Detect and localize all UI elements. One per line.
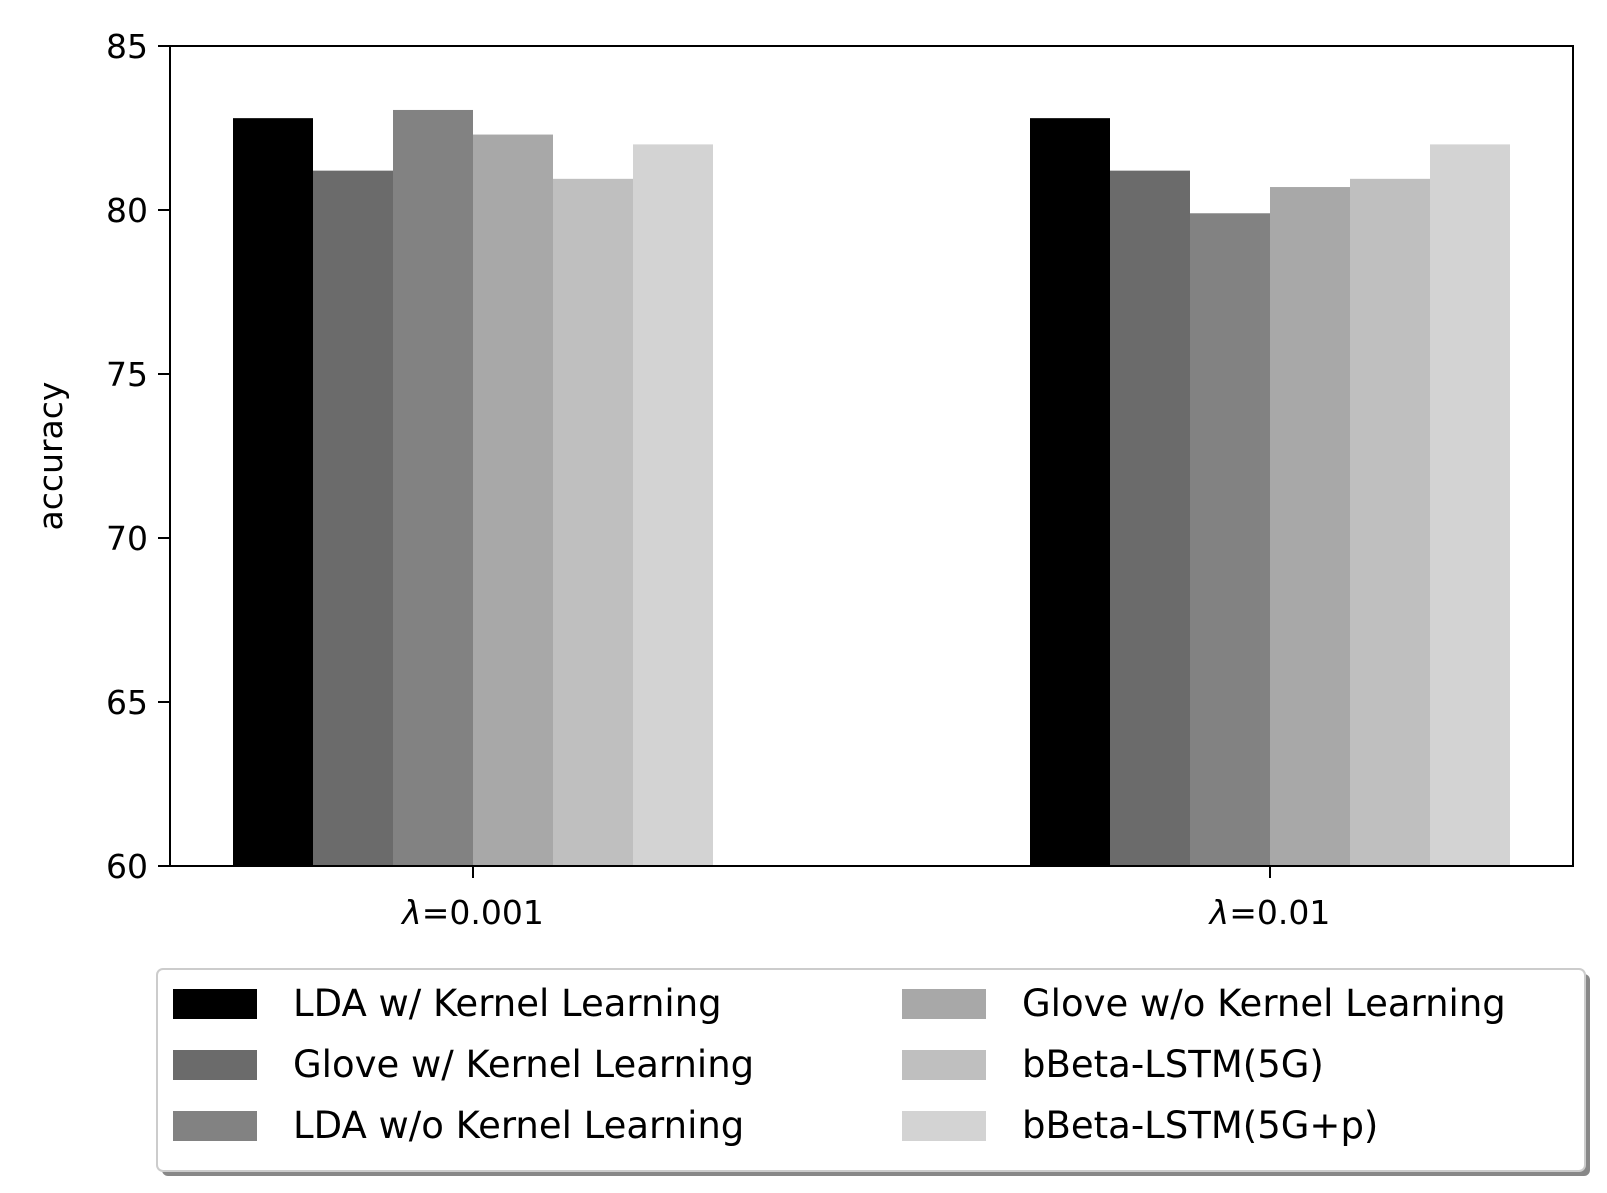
bars-layer xyxy=(233,109,1510,867)
y-tick-label: 80 xyxy=(106,191,148,230)
bar-5-1 xyxy=(553,178,633,867)
x-tick-label: λ=0.001 xyxy=(400,893,544,932)
legend: LDA w/ Kernel Learning Glove w/ Kernel Le… xyxy=(156,968,1590,1176)
bar-2-1 xyxy=(313,170,393,866)
bar-4-2 xyxy=(1270,187,1350,867)
bar-1-2 xyxy=(1030,118,1110,866)
legend-label-6: bBeta-LSTM(5G+p) xyxy=(1022,1104,1378,1147)
y-tick-label: 75 xyxy=(106,355,148,394)
legend-swatch-4 xyxy=(902,989,986,1019)
bar-4-1 xyxy=(473,134,553,866)
y-tick-label: 60 xyxy=(106,847,148,886)
legend-swatch-5 xyxy=(902,1050,986,1080)
legend-swatch-6 xyxy=(902,1111,986,1141)
legend-label-3: LDA w/o Kernel Learning xyxy=(293,1104,744,1147)
y-tick-label: 85 xyxy=(106,27,148,66)
bar-6-1 xyxy=(633,144,713,866)
bar-1-1 xyxy=(233,118,313,866)
bar-3-2 xyxy=(1190,213,1270,866)
bar-5-2 xyxy=(1350,178,1430,867)
y-axis: 60 65 70 75 80 85 xyxy=(106,27,170,886)
plot-area-frame xyxy=(169,45,1574,867)
y-axis-label: accuracy xyxy=(31,382,70,531)
legend-swatch-2 xyxy=(173,1050,257,1080)
legend-label-2: Glove w/ Kernel Learning xyxy=(293,1043,754,1086)
x-tick-label: λ=0.01 xyxy=(1208,893,1331,932)
legend-label-1: LDA w/ Kernel Learning xyxy=(293,982,722,1025)
bar-2-2 xyxy=(1110,170,1190,866)
legend-box xyxy=(156,968,1586,1172)
bar-3-1 xyxy=(393,109,473,866)
legend-label-5: bBeta-LSTM(5G) xyxy=(1022,1043,1324,1086)
bar-6-2 xyxy=(1430,144,1510,866)
x-axis: λ=0.001 λ=0.01 xyxy=(400,866,1330,932)
legend-swatch-3 xyxy=(173,1111,257,1141)
legend-swatch-1 xyxy=(173,989,257,1019)
y-tick-label: 70 xyxy=(106,519,148,558)
legend-label-4: Glove w/o Kernel Learning xyxy=(1022,982,1506,1025)
y-tick-label: 65 xyxy=(106,683,148,722)
